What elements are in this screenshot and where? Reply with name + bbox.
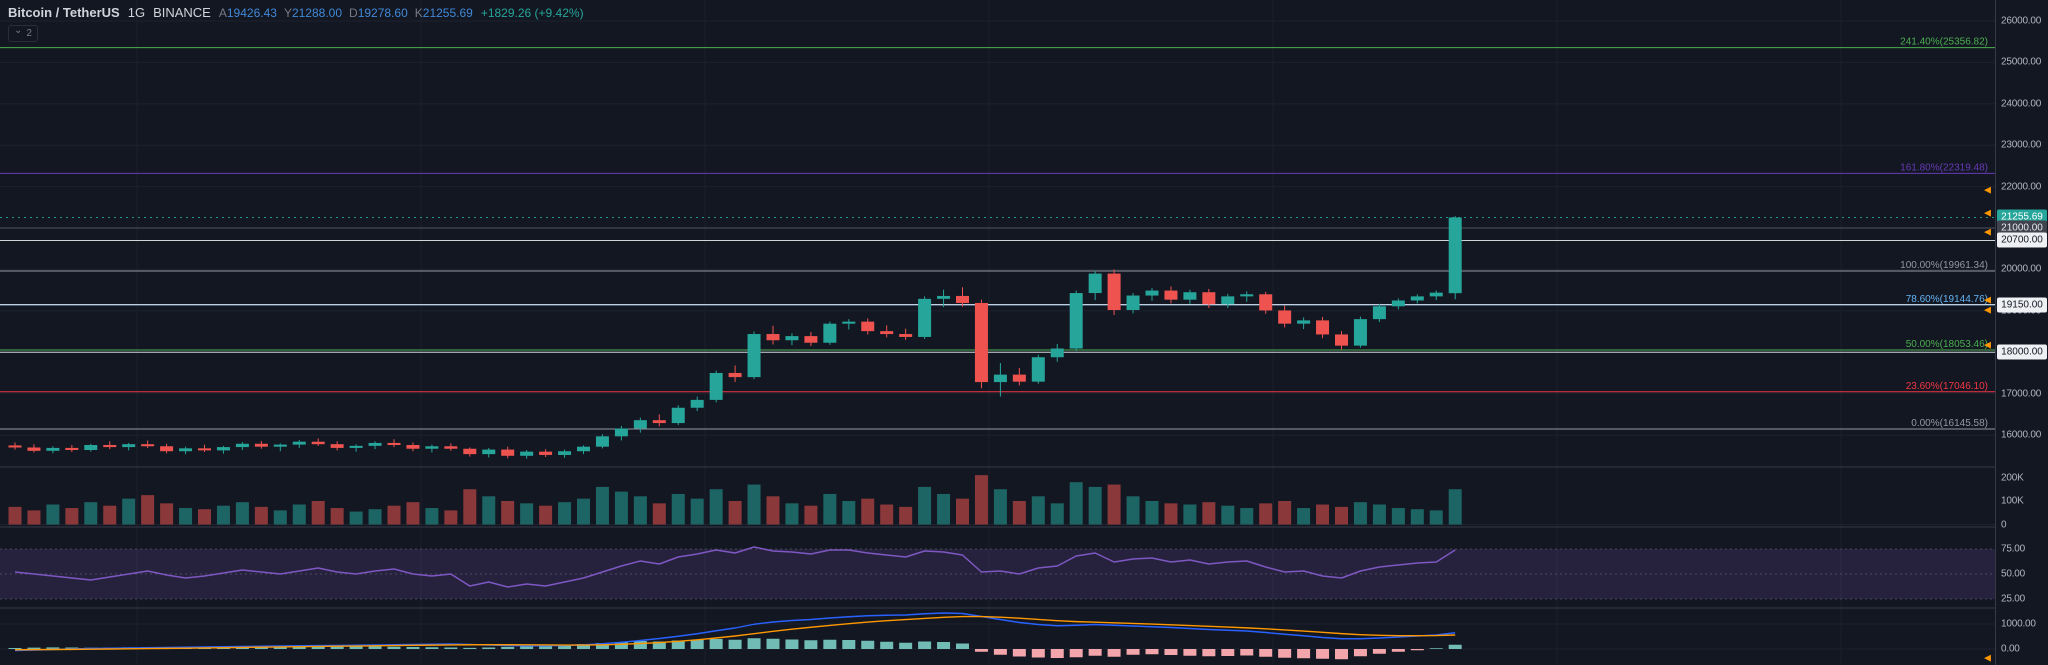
price-change: +1829.26 (+9.42%) — [480, 5, 584, 20]
low-value: 19278.60 — [357, 5, 408, 20]
fib-labels: 241.40%(25356.82) 161.80%(22319.48) 100.00… — [1900, 37, 1988, 429]
alert-marker-icon[interactable]: ◀ — [1984, 207, 1991, 218]
legend-collapse-toggle[interactable]: ⌄ 2 — [8, 25, 38, 42]
rsi-axis-label: 25.00 — [2001, 593, 2026, 605]
fib-level-label: 23.60%(17046.10) — [1906, 381, 1988, 392]
hidden-indicators-count: 2 — [26, 28, 32, 39]
price-axis-label: 25000.00 — [2001, 56, 2042, 68]
candles-layer — [8, 216, 1462, 459]
open-label: A — [218, 5, 227, 20]
rsi-axis-label: 50.00 — [2001, 568, 2026, 580]
alert-marker-icon[interactable]: ◀ — [1984, 339, 1991, 350]
macd-histogram-layer — [8, 638, 1462, 660]
price-axis-label: 16000.00 — [2001, 429, 2042, 441]
alert-marker-icon[interactable]: ◀ — [1984, 226, 1991, 237]
fib-level-label: 161.80%(22319.48) — [1900, 162, 1988, 173]
fib-level-label: 50.00%(18053.46) — [1906, 339, 1988, 350]
open-value: 19426.43 — [226, 5, 277, 20]
main-chart-canvas[interactable]: 241.40%(25356.82) 161.80%(22319.48) 100.00… — [0, 0, 1995, 665]
exchange-label[interactable]: BINANCE — [153, 5, 211, 20]
volume-axis-label: 200K — [2001, 472, 2024, 483]
chevron-down-icon: ⌄ — [14, 25, 23, 36]
macd-axis-label: 1000.00 — [2001, 618, 2036, 630]
price-axis-label: 20000.00 — [2001, 263, 2042, 275]
fib-level-label: 0.00%(16145.58) — [1911, 418, 1988, 429]
alert-marker-icon[interactable]: ◀ — [1984, 294, 1991, 305]
macd-axis-label: 0.00 — [2001, 643, 2020, 655]
high-label: Y — [283, 5, 292, 20]
volume-axis-label: 0 — [2001, 519, 2007, 530]
price-axis-label: 17000.00 — [2001, 388, 2042, 400]
price-scale[interactable]: 26000.00 25000.00 24000.00 23000.00 22000.00… — [1995, 0, 2048, 665]
interval-label[interactable]: 1G — [127, 5, 146, 20]
price-axis-label: 24000.00 — [2001, 98, 2042, 110]
fib-level-label: 100.00%(19961.34) — [1900, 260, 1988, 271]
close-label: K — [414, 5, 423, 20]
alert-marker-icon[interactable]: ◀ — [1984, 652, 1991, 663]
price-line-badge: 20700.00 — [1997, 232, 2047, 248]
chart-legend: Bitcoin / TetherUS 1G BINANCE A19426.43 … — [8, 5, 584, 20]
low-label: D — [349, 5, 358, 20]
indicator-lines-layer — [14, 546, 1456, 652]
rsi-band — [0, 548, 1995, 600]
rsi-axis-label: 75.00 — [2001, 543, 2026, 555]
price-axis-label: 23000.00 — [2001, 139, 2042, 151]
fib-retracement-lines[interactable] — [0, 47, 1995, 430]
ohlc-values: A19426.43 Y21288.00 D19278.60 K21255.69 — [219, 6, 473, 20]
price-line-badge: 18000.00 — [1997, 344, 2047, 360]
close-value: 21255.69 — [422, 5, 473, 20]
pane-separators — [0, 466, 1995, 609]
volume-layer — [8, 475, 1462, 525]
price-axis-label: 22000.00 — [2001, 181, 2042, 193]
horizontal-price-lines[interactable] — [0, 227, 1995, 353]
high-value: 21288.00 — [291, 5, 343, 20]
alert-marker-icon[interactable]: ◀ — [1984, 304, 1991, 315]
fib-level-label: 78.60%(19144.76) — [1906, 294, 1988, 305]
volume-axis-label: 100K — [2001, 495, 2024, 507]
symbol-title[interactable]: Bitcoin / TetherUS — [8, 5, 120, 20]
price-line-badge: 19150.00 — [1997, 297, 2047, 313]
price-axis-label: 26000.00 — [2001, 15, 2042, 27]
alert-marker-icon[interactable]: ◀ — [1984, 184, 1991, 195]
price-line-badge: 21000.00 — [1997, 220, 2047, 236]
fib-level-label: 241.40%(25356.82) — [1900, 37, 1988, 48]
